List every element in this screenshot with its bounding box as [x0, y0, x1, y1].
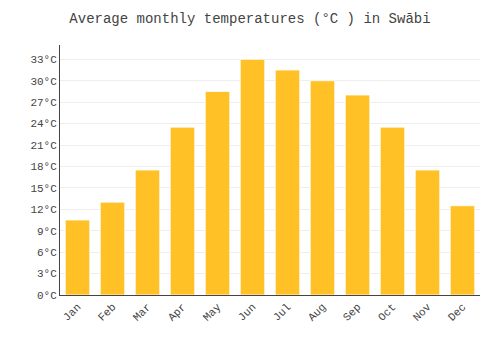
- svg-text:6°C: 6°C: [37, 247, 57, 259]
- svg-text:Aug: Aug: [306, 301, 328, 323]
- svg-text:Jun: Jun: [236, 301, 258, 323]
- svg-text:21°C: 21°C: [30, 140, 57, 152]
- svg-text:12°C: 12°C: [30, 204, 57, 216]
- svg-text:Mar: Mar: [131, 301, 153, 323]
- svg-text:27°C: 27°C: [30, 97, 57, 109]
- svg-text:15°C: 15°C: [30, 183, 57, 195]
- svg-text:Nov: Nov: [411, 301, 434, 324]
- svg-text:May: May: [201, 301, 224, 324]
- svg-text:Jan: Jan: [61, 301, 83, 323]
- svg-text:Oct: Oct: [376, 301, 398, 323]
- svg-text:33°C: 33°C: [30, 54, 57, 66]
- svg-text:Apr: Apr: [166, 301, 188, 323]
- svg-text:0°C: 0°C: [37, 290, 57, 302]
- svg-text:24°C: 24°C: [30, 118, 57, 130]
- svg-text:Jul: Jul: [271, 301, 293, 323]
- svg-text:Dec: Dec: [446, 301, 468, 323]
- svg-text:Sep: Sep: [341, 301, 363, 323]
- svg-text:Feb: Feb: [96, 301, 118, 323]
- svg-text:3°C: 3°C: [37, 268, 57, 280]
- svg-text:Average monthly temperatures (: Average monthly temperatures (°C ) in Sw…: [69, 11, 430, 27]
- svg-text:30°C: 30°C: [30, 76, 57, 88]
- svg-text:18°C: 18°C: [30, 161, 57, 173]
- svg-text:9°C: 9°C: [37, 226, 57, 238]
